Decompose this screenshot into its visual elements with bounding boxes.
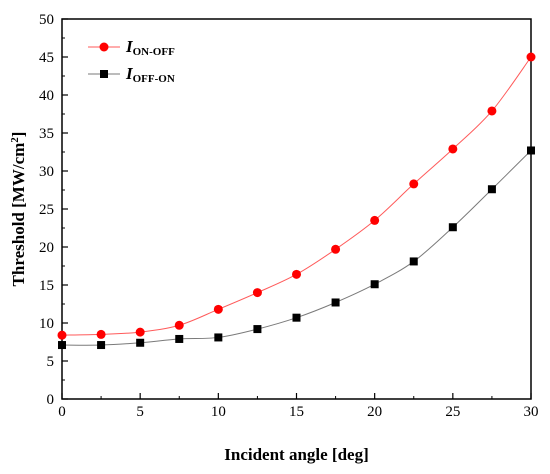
data-point-off-on — [527, 146, 535, 155]
y-tick-label: 10 — [39, 316, 54, 332]
data-point-on-off — [448, 144, 458, 154]
data-point-off-on — [214, 333, 223, 342]
data-point-off-on — [175, 334, 184, 343]
data-point-off-on — [292, 313, 301, 322]
data-point-on-off — [174, 320, 184, 330]
y-tick-label: 30 — [39, 164, 54, 180]
data-point-on-off — [135, 327, 145, 337]
data-point-on-off — [370, 215, 380, 225]
legend-marker — [99, 42, 109, 52]
data-point-on-off — [487, 106, 497, 116]
x-tick-label: 0 — [58, 404, 66, 420]
y-tick-label: 50 — [39, 12, 54, 28]
x-axis-title: Incident angle [deg] — [224, 445, 369, 464]
y-tick-label: 40 — [39, 88, 54, 104]
x-tick-label: 10 — [211, 404, 226, 420]
x-tick-label: 30 — [524, 404, 539, 420]
y-tick-label: 45 — [39, 50, 54, 66]
x-tick-label: 5 — [136, 404, 144, 420]
data-point-off-on — [97, 341, 106, 350]
data-point-on-off — [252, 288, 262, 298]
data-point-off-on — [136, 338, 145, 347]
data-point-off-on — [370, 280, 379, 289]
data-point-off-on — [253, 325, 262, 334]
data-point-on-off — [331, 244, 341, 254]
y-axis-title: Threshold [MW/cm2] — [9, 132, 28, 287]
x-tick-label: 25 — [445, 404, 460, 420]
legend-label: ION-OFF — [125, 37, 175, 58]
data-point-off-on — [331, 298, 340, 307]
y-tick-label: 35 — [39, 126, 54, 142]
y-tick-label: 0 — [47, 392, 55, 408]
data-point-off-on — [58, 341, 66, 350]
plot-area: 0 5 10 15 20 25 30 0 5 10 15 20 25 30 35 40 45 50 Incident… — [9, 12, 539, 464]
data-point-on-off — [57, 330, 67, 340]
data-point-on-off — [96, 329, 106, 339]
series-line-on-off — [61, 56, 532, 336]
y-tick-label: 25 — [39, 202, 54, 218]
y-tick-label: 5 — [47, 354, 55, 370]
legend: ION-OFF IOFF-ON — [88, 37, 175, 85]
data-point-off-on — [487, 185, 496, 194]
data-point-on-off — [409, 179, 419, 189]
data-point-off-on — [448, 223, 457, 232]
legend-marker — [100, 70, 108, 78]
x-tick-label: 15 — [289, 404, 304, 420]
data-point-on-off — [292, 269, 301, 279]
data-point-on-off — [213, 304, 223, 314]
legend-label: IOFF-ON — [125, 64, 175, 85]
data-point-on-off — [526, 52, 536, 62]
y-tick-label: 20 — [39, 240, 54, 256]
x-tick-label: 20 — [367, 404, 382, 420]
y-tick-label: 15 — [39, 278, 54, 294]
data-point-off-on — [409, 257, 418, 266]
